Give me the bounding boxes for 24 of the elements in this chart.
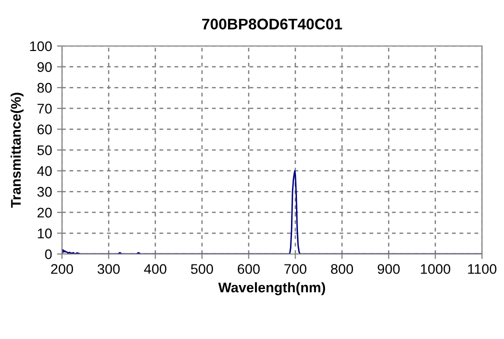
- x-tick-label: 600: [238, 264, 260, 274]
- y-tick-label: 40: [37, 166, 52, 176]
- y-tick-label: 20: [38, 208, 52, 218]
- x-tick-label: 400: [144, 264, 166, 274]
- y-tick-label: 90: [37, 62, 52, 72]
- x-axis-title: Wavelength(nm): [218, 282, 326, 296]
- y-tick-label: 0: [45, 249, 52, 260]
- y-axis-title: Transmittance(%): [10, 92, 24, 208]
- x-tick-label: 200: [51, 264, 74, 274]
- x-tick-label: 900: [378, 264, 400, 274]
- x-tick-label: 300: [98, 264, 120, 274]
- y-tick-label: 100: [30, 41, 52, 52]
- x-tick-label: 1000: [420, 264, 450, 274]
- y-tick-label: 30: [37, 186, 52, 197]
- x-tick-label: 800: [331, 264, 354, 274]
- x-tick-label: 1100: [468, 264, 496, 274]
- y-tick-label: 10: [38, 228, 52, 238]
- y-tick-label: 70: [38, 104, 52, 114]
- x-tick-label: 500: [190, 264, 214, 274]
- chart-title: 700BP8OD6T40C01: [202, 18, 342, 30]
- y-tick-label: 60: [38, 124, 52, 134]
- y-tick-label: 80: [37, 82, 52, 93]
- x-tick-label: 700: [284, 264, 306, 274]
- y-tick-label: 50: [37, 145, 52, 156]
